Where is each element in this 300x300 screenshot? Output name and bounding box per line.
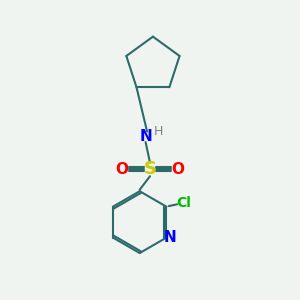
Text: N: N [139, 129, 152, 144]
Text: O: O [116, 162, 128, 177]
Text: O: O [172, 162, 184, 177]
Text: S: S [143, 160, 157, 178]
Text: H: H [153, 125, 163, 138]
Text: N: N [164, 230, 176, 245]
Text: Cl: Cl [176, 196, 191, 210]
